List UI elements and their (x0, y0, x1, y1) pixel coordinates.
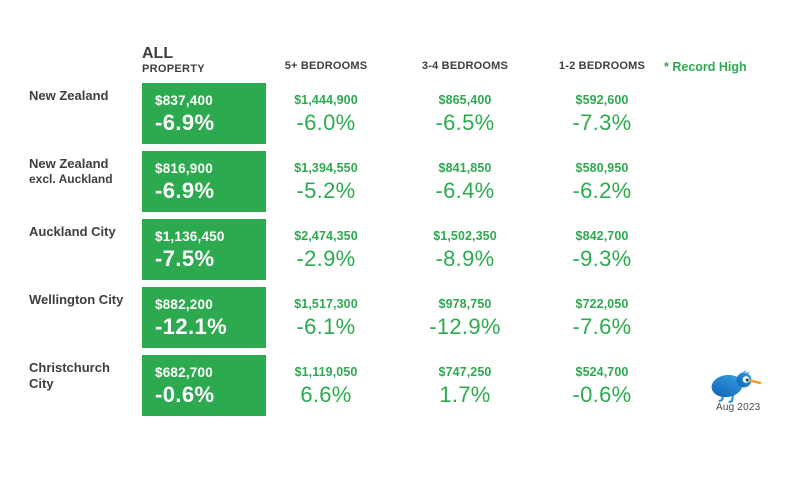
table-row-new-zealand: New Zealand $837,400 -6.9% $1,444,900 -6… (29, 83, 689, 144)
all-property-change: -12.1% (155, 314, 228, 339)
price-value: $722,050 (575, 297, 629, 311)
price-value: $1,444,900 (294, 93, 358, 107)
all-property-highlight-box: $816,900 -6.9% (142, 151, 266, 212)
cell-3-4-bedrooms: $1,502,350 -8.9% (386, 219, 544, 280)
all-property-header-line1: ALL (142, 45, 174, 63)
cell-1-2-bedrooms: $580,950 -6.2% (544, 151, 660, 212)
change-value: -7.6% (572, 314, 632, 339)
all-property-change: -6.9% (155, 110, 215, 135)
price-value: $841,850 (438, 161, 492, 175)
row-label: New Zealand excl. Auckland (29, 151, 142, 212)
table-row-auckland-city: Auckland City $1,136,450 -7.5% $2,474,35… (29, 219, 689, 280)
all-property-change: -6.9% (155, 178, 215, 203)
cell-1-2-bedrooms: $592,600 -7.3% (544, 83, 660, 144)
column-header-1-2-bedrooms: 1-2 BEDROOMS (558, 60, 646, 72)
price-value: $524,700 (575, 365, 629, 379)
table-row-christchurch-city: Christchurch City $682,700 -0.6% $1,119,0… (29, 355, 689, 416)
all-property-price: $1,136,450 (155, 229, 225, 244)
record-high-legend: * Record High (664, 60, 747, 74)
change-value: -12.9% (429, 314, 501, 339)
cell-3-4-bedrooms: $978,750 -12.9% (386, 287, 544, 348)
cell-3-4-bedrooms: $865,400 -6.5% (386, 83, 544, 144)
price-value: $865,400 (438, 93, 492, 107)
table-row-wellington-city: Wellington City $882,200 -12.1% $1,517,3… (29, 287, 689, 348)
price-value: $1,502,350 (433, 229, 497, 243)
all-property-price: $682,700 (155, 365, 213, 380)
cell-1-2-bedrooms: $722,050 -7.6% (544, 287, 660, 348)
row-label-line1: New Zealand (29, 156, 109, 171)
all-property-change: -7.5% (155, 246, 215, 271)
price-value: $2,474,350 (294, 229, 358, 243)
change-value: -5.2% (296, 178, 356, 203)
price-value: $1,517,300 (294, 297, 358, 311)
all-property-price: $882,200 (155, 297, 213, 312)
change-value: 1.7% (439, 382, 491, 407)
all-property-price: $837,400 (155, 93, 213, 108)
change-value: -6.2% (572, 178, 632, 203)
cell-5plus-bedrooms: $1,517,300 -6.1% (266, 287, 386, 348)
all-property-highlight-box: $1,136,450 -7.5% (142, 219, 266, 280)
cell-5plus-bedrooms: $1,119,050 6.6% (266, 355, 386, 416)
change-value: -9.3% (572, 246, 632, 271)
table-body: New Zealand $837,400 -6.9% $1,444,900 -6… (29, 83, 689, 416)
row-label-line1: Christchurch (29, 360, 110, 375)
change-value: 6.6% (300, 382, 352, 407)
column-header-3-4-bedrooms: 3-4 BEDROOMS (421, 60, 509, 72)
kiwi-bird-icon (711, 370, 761, 403)
price-value: $747,250 (438, 365, 492, 379)
row-label-line1: New Zealand (29, 88, 109, 103)
table-row-new-zealand-excl-auckland: New Zealand excl. Auckland $816,900 -6.9%… (29, 151, 689, 212)
all-property-highlight-box: $837,400 -6.9% (142, 83, 266, 144)
change-value: -6.1% (296, 314, 356, 339)
change-value: -7.3% (572, 110, 632, 135)
cell-5plus-bedrooms: $1,394,550 -5.2% (266, 151, 386, 212)
all-property-change: -0.6% (155, 382, 215, 407)
row-label-line1: Auckland City (29, 224, 116, 239)
row-label: New Zealand (29, 83, 142, 144)
price-value: $580,950 (575, 161, 629, 175)
table-header-row: ALL PROPERTY 5+ BEDROOMS 3-4 BEDROOMS 1-… (29, 40, 689, 83)
cell-5plus-bedrooms: $2,474,350 -2.9% (266, 219, 386, 280)
cell-3-4-bedrooms: $841,850 -6.4% (386, 151, 544, 212)
row-label-line1: Wellington City (29, 292, 124, 307)
change-value: -6.4% (435, 178, 495, 203)
column-header-5plus-bedrooms: 5+ BEDROOMS (284, 60, 368, 72)
period-date-label: Aug 2023 (716, 402, 761, 413)
cell-1-2-bedrooms: $524,700 -0.6% (544, 355, 660, 416)
price-value: $1,394,550 (294, 161, 358, 175)
price-value: $1,119,050 (294, 365, 358, 379)
row-label-line2: City (29, 376, 54, 392)
cell-1-2-bedrooms: $842,700 -9.3% (544, 219, 660, 280)
price-value: $592,600 (575, 93, 629, 107)
all-property-highlight-box: $882,200 -12.1% (142, 287, 266, 348)
cell-5plus-bedrooms: $1,444,900 -6.0% (266, 83, 386, 144)
row-label-line2: excl. Auckland (29, 172, 113, 187)
change-value: -2.9% (296, 246, 356, 271)
change-value: -8.9% (435, 246, 495, 271)
asking-price-table: ALL PROPERTY 5+ BEDROOMS 3-4 BEDROOMS 1-… (29, 40, 689, 423)
cell-3-4-bedrooms: $747,250 1.7% (386, 355, 544, 416)
column-header-all-property: ALL PROPERTY (142, 45, 266, 83)
row-label: Auckland City (29, 219, 142, 280)
all-property-header-line2: PROPERTY (142, 63, 205, 75)
price-value: $842,700 (575, 229, 629, 243)
all-property-highlight-box: $682,700 -0.6% (142, 355, 266, 416)
price-value: $978,750 (438, 297, 492, 311)
row-label: Wellington City (29, 287, 142, 348)
change-value: -6.0% (296, 110, 356, 135)
row-label: Christchurch City (29, 355, 142, 416)
change-value: -6.5% (435, 110, 495, 135)
all-property-price: $816,900 (155, 161, 213, 176)
change-value: -0.6% (572, 382, 632, 407)
